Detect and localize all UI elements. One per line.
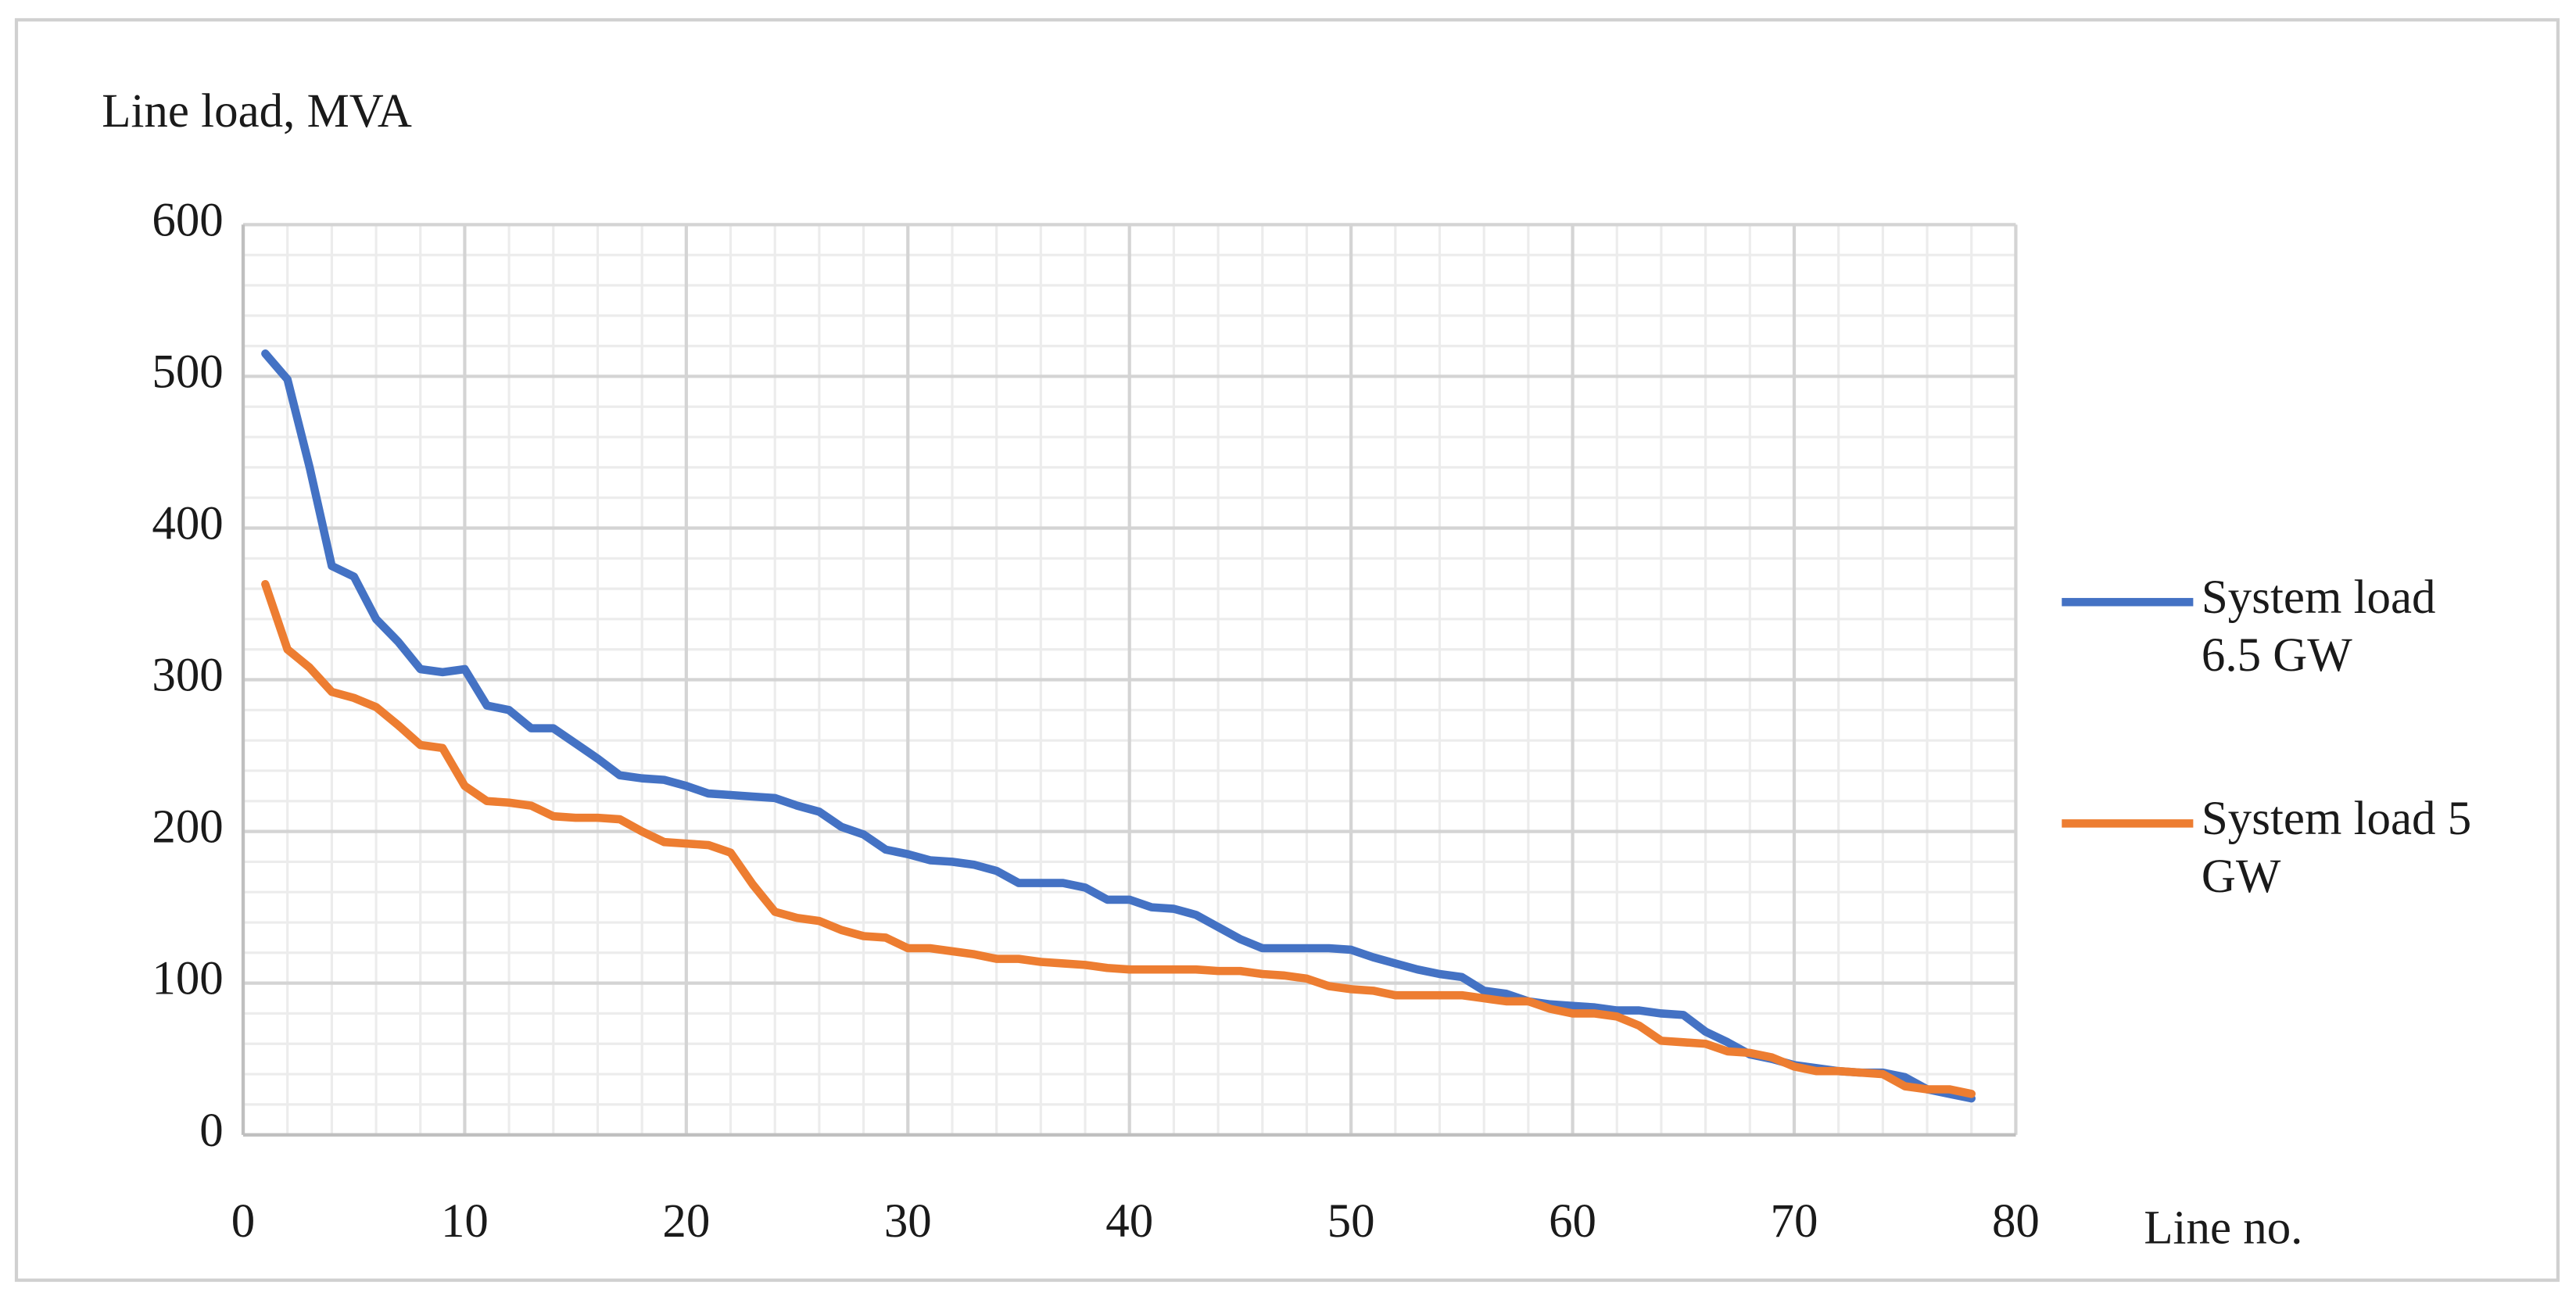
x-axis-label: Line no.: [2144, 1202, 2302, 1254]
line-series: [261, 349, 1976, 1103]
y-tick-label: 400: [152, 497, 223, 550]
y-tick-label: 0: [199, 1105, 223, 1157]
legend-swatch: [2062, 819, 2194, 828]
x-tick-label: 20: [662, 1195, 710, 1248]
line-series: [261, 580, 1976, 1098]
y-tick-label: 100: [152, 953, 223, 1005]
legend-swatch: [2062, 597, 2194, 607]
y-tick-label: 500: [152, 346, 223, 398]
y-tick-label: 600: [152, 194, 223, 246]
x-tick-label: 0: [231, 1195, 255, 1248]
y-tick-label: 300: [152, 649, 223, 701]
x-tick-label: 10: [441, 1195, 489, 1248]
legend-label: System load 6.5 GW: [2201, 571, 2436, 682]
y-axis-label: Line load, MVA: [102, 85, 412, 138]
legend-entry: System load 5 GW: [2062, 791, 2554, 907]
x-tick-label: 50: [1327, 1195, 1375, 1248]
x-tick-label: 80: [1992, 1195, 2040, 1248]
legend-label: System load 5 GW: [2201, 793, 2472, 904]
grid: [241, 223, 2018, 1137]
x-tick-label: 70: [1771, 1195, 1818, 1248]
x-tick-label: 30: [884, 1195, 932, 1248]
legend-entry: System load 6.5 GW: [2062, 570, 2554, 686]
x-tick-label: 60: [1549, 1195, 1596, 1248]
x-tick-label: 40: [1105, 1195, 1153, 1248]
y-tick-label: 200: [152, 801, 223, 854]
